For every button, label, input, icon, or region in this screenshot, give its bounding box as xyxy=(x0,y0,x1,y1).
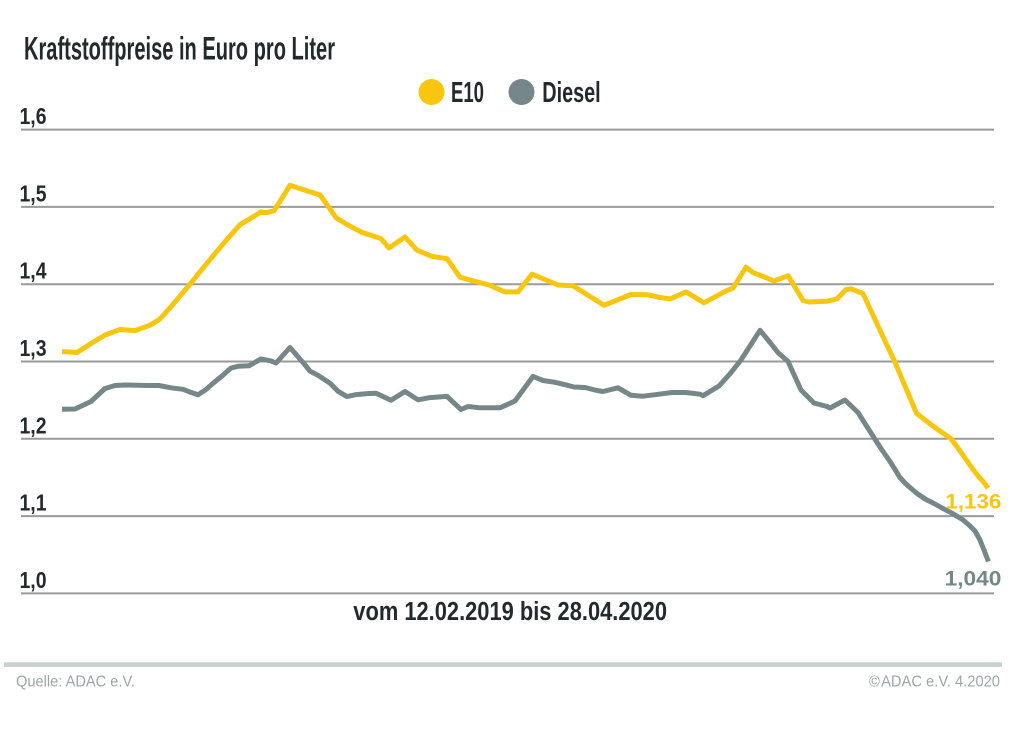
svg-text:vom 12.02.2019 bis 28.04.2020: vom 12.02.2019 bis 28.04.2020 xyxy=(353,598,667,626)
svg-text:Quelle: ADAC e.V.: Quelle: ADAC e.V. xyxy=(16,674,135,691)
svg-text:1,040: 1,040 xyxy=(945,568,1002,591)
svg-text:Kraftstoffpreise in Euro pro L: Kraftstoffpreise in Euro pro Liter xyxy=(24,31,335,67)
svg-text:1,4: 1,4 xyxy=(20,258,47,284)
svg-text:1,1: 1,1 xyxy=(20,490,47,516)
svg-text:1,5: 1,5 xyxy=(20,180,47,206)
svg-text:1,0: 1,0 xyxy=(20,567,47,593)
svg-text:1,3: 1,3 xyxy=(20,335,47,361)
svg-text:1,6: 1,6 xyxy=(20,103,47,129)
svg-text:Diesel: Diesel xyxy=(542,77,600,109)
svg-text:1,136: 1,136 xyxy=(945,490,1001,513)
svg-text:E10: E10 xyxy=(451,77,484,109)
svg-text:1,2: 1,2 xyxy=(20,412,47,438)
svg-text:© ADAC e.V. 4.2020: © ADAC e.V. 4.2020 xyxy=(869,674,1000,691)
